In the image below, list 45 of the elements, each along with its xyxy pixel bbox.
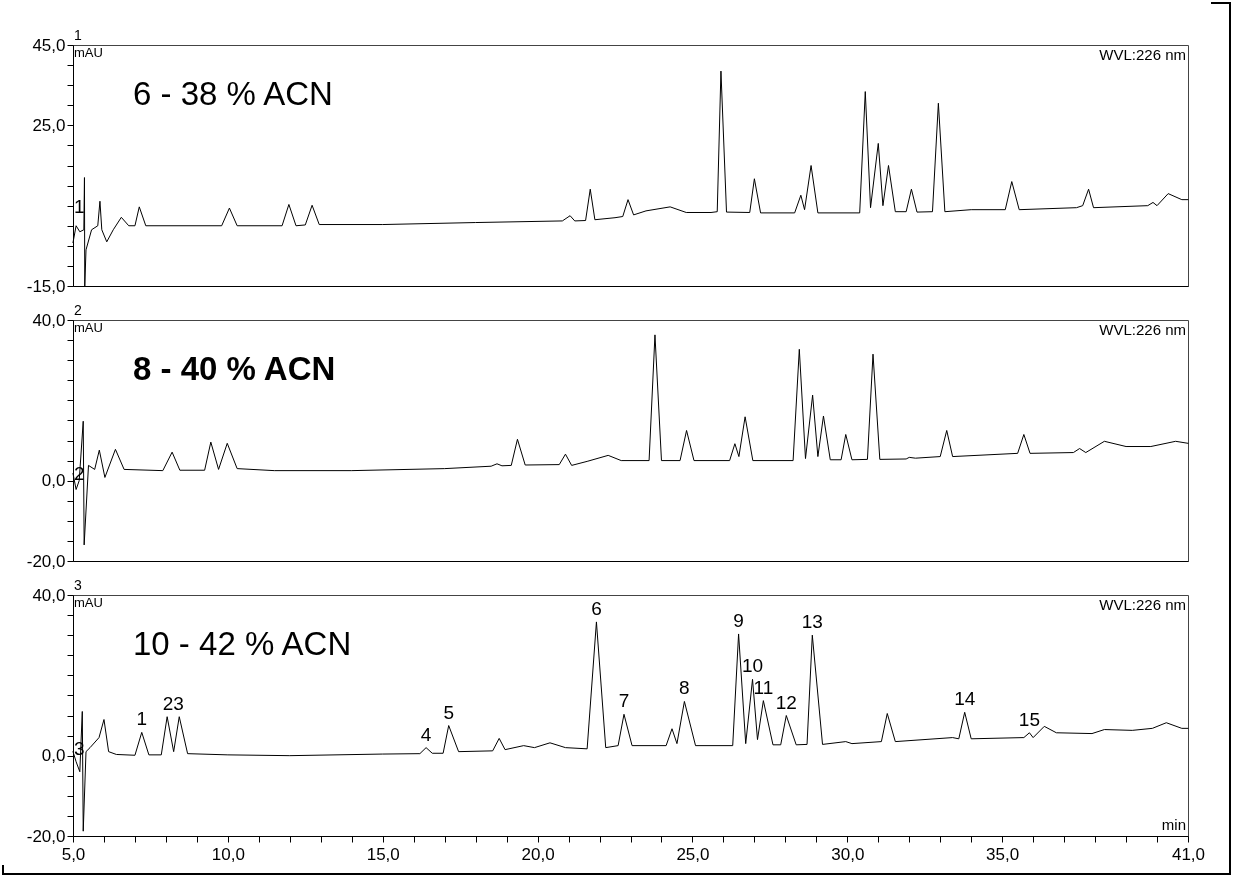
- chart-subtitle: 3: [74, 577, 82, 593]
- x-tick-label: 25,0: [676, 844, 710, 864]
- annotation: 11: [753, 676, 774, 698]
- annotation: 6: [591, 597, 602, 619]
- annotation: 8: [679, 677, 690, 699]
- chart-subtitle: 2: [74, 302, 82, 318]
- x-tick-label: 10,0: [211, 844, 245, 864]
- x-tick-label: 5,0: [61, 844, 86, 864]
- text: 8 - 40 % ACN: [133, 350, 336, 387]
- annotation: 1: [73, 195, 85, 217]
- text: 10 - 42 % ACN: [133, 625, 352, 662]
- annotation: 1: [136, 708, 148, 730]
- annotation: 12: [775, 691, 797, 713]
- chart-subtitle: 1: [74, 27, 82, 43]
- x-tick-label: 20,0: [521, 844, 555, 864]
- x-axis-title: min: [1161, 816, 1186, 833]
- annotation: 14: [954, 688, 976, 710]
- annotation: WVL:226 nm: [1099, 46, 1186, 63]
- annotation: WVL:226 nm: [1099, 321, 1186, 338]
- x-tick-label: 41,0: [1171, 844, 1206, 864]
- annotation: WVL:226 nm: [1099, 596, 1186, 613]
- y-axis-title: mAU: [74, 45, 103, 60]
- annotation: 5: [443, 701, 454, 723]
- annotation: 10: [741, 655, 764, 677]
- y-tick-label: 45,0: [32, 35, 66, 55]
- y-tick-label: 40,0: [32, 585, 66, 605]
- x-tick-label: 15,0: [366, 844, 400, 864]
- annotation: 15: [1018, 708, 1040, 730]
- text: 6 - 38 % ACN: [133, 75, 333, 112]
- y-tick-label: -20,0: [26, 551, 66, 571]
- y-axis-title: mAU: [74, 320, 103, 335]
- y-tick-label: 0,0: [41, 471, 66, 491]
- annotation: 7: [618, 690, 630, 712]
- y-tick-label: -20,0: [26, 826, 66, 846]
- y-axis-title: mAU: [74, 595, 103, 610]
- annotation: 13: [801, 611, 823, 633]
- y-tick-label: 0,0: [41, 746, 66, 766]
- annotation: 9: [733, 609, 744, 631]
- annotation: 23: [162, 692, 184, 714]
- y-tick-label: 40,0: [32, 310, 66, 330]
- x-tick-label: 35,0: [986, 844, 1020, 864]
- y-tick-label: -15,0: [26, 276, 66, 296]
- x-tick-label: 30,0: [831, 844, 865, 864]
- y-tick-label: 25,0: [32, 115, 66, 135]
- annotation: 4: [420, 723, 432, 745]
